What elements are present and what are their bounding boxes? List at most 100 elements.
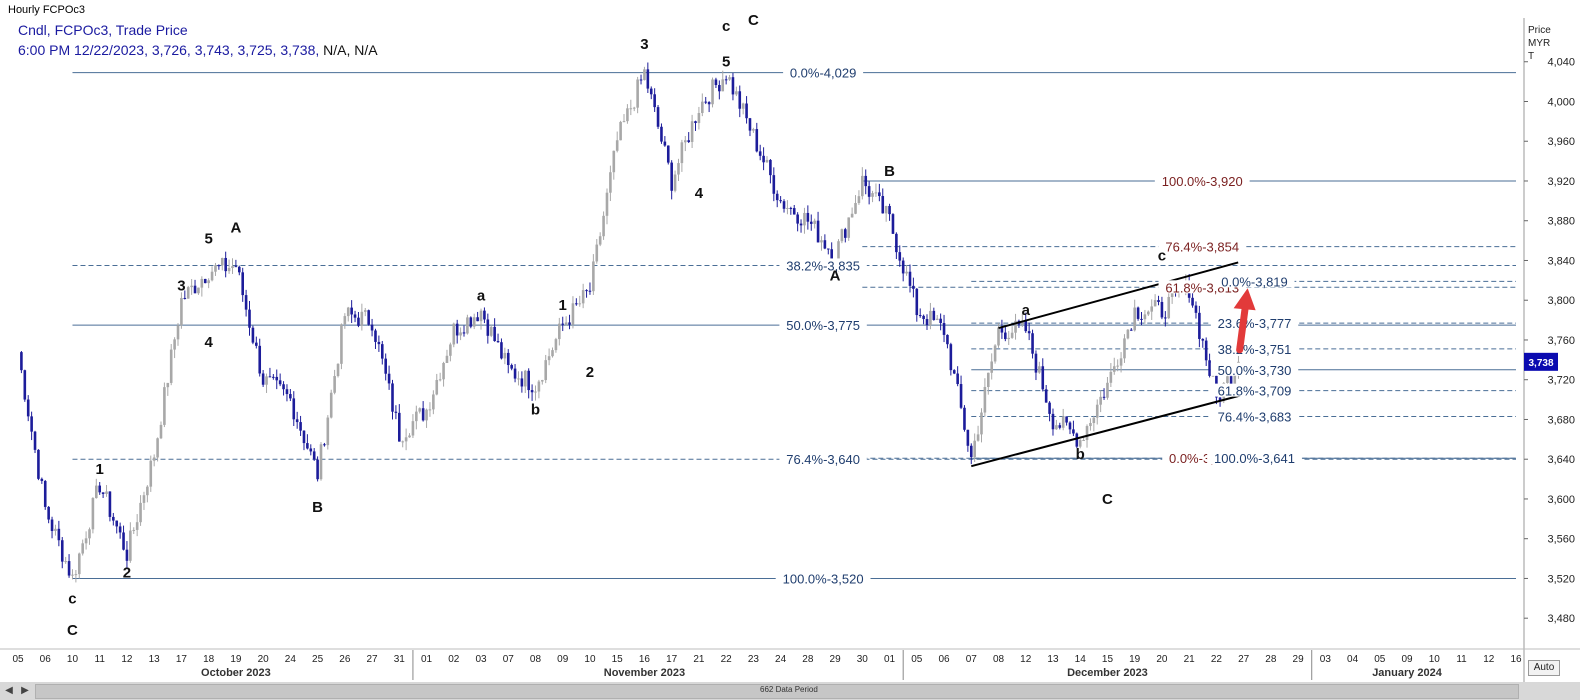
date-tick-label: 29 — [830, 654, 842, 665]
candle-body — [918, 315, 922, 317]
candle-body — [1119, 358, 1123, 366]
time-scrollbar[interactable]: ◀ ▶ 662 Data Period — [0, 682, 1580, 700]
candle-body — [1082, 440, 1085, 442]
candle-body — [101, 492, 105, 494]
candle-body — [166, 382, 170, 388]
candle-body — [649, 88, 653, 95]
date-tick-label: 25 — [312, 654, 324, 665]
candle-body — [1133, 307, 1136, 331]
date-tick-label: 19 — [230, 654, 242, 665]
wave-label: 1 — [96, 461, 104, 478]
candle-body — [483, 310, 486, 320]
candle-body — [500, 342, 503, 359]
date-tick-label: 18 — [203, 654, 215, 665]
date-tick-label: 13 — [149, 654, 161, 665]
candle-body — [861, 175, 864, 197]
date-tick-label: 04 — [1347, 654, 1359, 665]
candle-body — [224, 257, 227, 272]
candle-body — [1167, 296, 1171, 319]
candle-body — [197, 287, 200, 294]
date-tick-label: 27 — [367, 654, 379, 665]
wave-label: 3 — [640, 36, 648, 53]
candle-body — [1089, 423, 1092, 427]
candle-body — [77, 553, 81, 575]
candle-body — [1106, 382, 1109, 398]
candle-body — [677, 163, 680, 175]
candle-body — [670, 162, 673, 191]
month-label: October 2023 — [201, 667, 271, 679]
candle-body — [1051, 413, 1055, 430]
candle-body — [871, 193, 874, 197]
candle-body — [26, 399, 30, 417]
wave-label: c — [722, 18, 730, 35]
candle-body — [1007, 337, 1011, 340]
fib-label-bg — [1158, 239, 1246, 253]
candle-body — [888, 206, 891, 215]
candle-body — [268, 376, 272, 378]
candle-body — [952, 370, 956, 374]
scroll-left-icon[interactable]: ◀ — [5, 685, 13, 696]
date-tick-label: 21 — [693, 654, 705, 665]
candle-body — [217, 265, 221, 267]
candle-body — [139, 502, 142, 523]
candle-body — [244, 295, 248, 310]
date-tick-label: 05 — [12, 654, 24, 665]
candle-body — [585, 290, 588, 292]
candle-body — [1140, 318, 1143, 320]
wave-label: 2 — [586, 364, 594, 381]
candle-body — [1078, 440, 1082, 447]
price-tick-label: 3,960 — [1547, 136, 1575, 148]
fib-label-bg — [1210, 341, 1299, 355]
candle-body — [306, 443, 309, 449]
candle-body — [878, 192, 881, 197]
candle-body — [363, 310, 367, 312]
candle-body — [214, 265, 217, 272]
candle-body — [741, 103, 745, 109]
candle-body — [489, 326, 493, 336]
candle-body — [854, 203, 857, 214]
fib-level-label: 100.0%-3,520 — [783, 571, 864, 586]
candle-body — [990, 361, 993, 373]
candle-body — [609, 172, 612, 193]
wave-label: 5 — [204, 231, 212, 248]
date-tick-label: 02 — [448, 654, 460, 665]
candle-body — [203, 278, 207, 284]
scroll-thumb[interactable] — [35, 684, 1519, 699]
candle-body — [425, 409, 428, 421]
date-tick-label: 08 — [530, 654, 542, 665]
date-tick-label: 10 — [1429, 654, 1441, 665]
candle-body — [285, 389, 289, 395]
wave-label: C — [67, 622, 78, 639]
candle-body — [455, 323, 459, 336]
candle-body — [728, 77, 731, 80]
candle-body — [844, 229, 847, 238]
date-tick-label: 11 — [1456, 654, 1467, 665]
candle-body — [561, 323, 565, 325]
channel-line — [998, 261, 1239, 330]
date-tick-label: 20 — [1156, 654, 1168, 665]
date-tick-label: 24 — [285, 654, 297, 665]
candle-body — [479, 310, 483, 322]
candle-body — [1211, 375, 1215, 377]
candle-body — [840, 229, 844, 242]
fib-label-bg — [775, 571, 871, 585]
candle-body — [537, 381, 541, 392]
date-tick-label: 23 — [748, 654, 760, 665]
candle-body — [1116, 365, 1119, 367]
month-label: November 2023 — [604, 667, 685, 679]
candle-body — [718, 85, 721, 92]
scroll-right-icon[interactable]: ▶ — [21, 685, 29, 696]
candle-body — [1010, 332, 1014, 338]
candle-body — [169, 349, 173, 383]
auto-scale-button[interactable]: Auto — [1528, 660, 1560, 676]
candle-body — [71, 574, 74, 576]
candle-body — [326, 417, 330, 446]
date-tick-label: 07 — [966, 654, 978, 665]
candle-body — [898, 252, 902, 261]
candle-body — [122, 532, 125, 550]
date-tick-label: 08 — [993, 654, 1005, 665]
wave-label: 3 — [177, 277, 185, 294]
candle-body — [64, 561, 67, 563]
candle-body — [408, 435, 411, 438]
